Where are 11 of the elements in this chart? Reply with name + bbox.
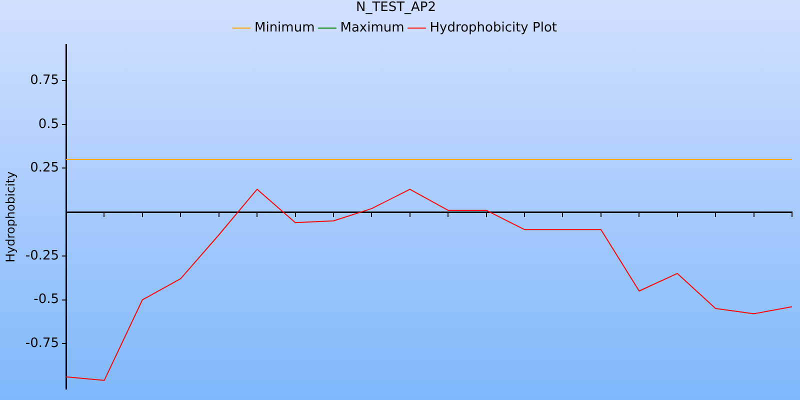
y-tick-label: -0.25 [25, 248, 60, 264]
legend-label: Hydrophobicity Plot [430, 20, 558, 36]
y-tick-label: 0.25 [30, 160, 60, 176]
chart-title: N_TEST_AP2 [356, 0, 436, 16]
legend-label: Maximum [340, 20, 404, 36]
y-tick-label: 0.5 [38, 116, 60, 132]
y-tick-label: -0.75 [25, 336, 60, 351]
y-tick-label: 0.75 [30, 72, 60, 88]
y-axis-title: Hydrophobicity [3, 171, 18, 262]
y-tick-label: -0.5 [34, 292, 60, 308]
legend-label: Minimum [254, 20, 315, 36]
